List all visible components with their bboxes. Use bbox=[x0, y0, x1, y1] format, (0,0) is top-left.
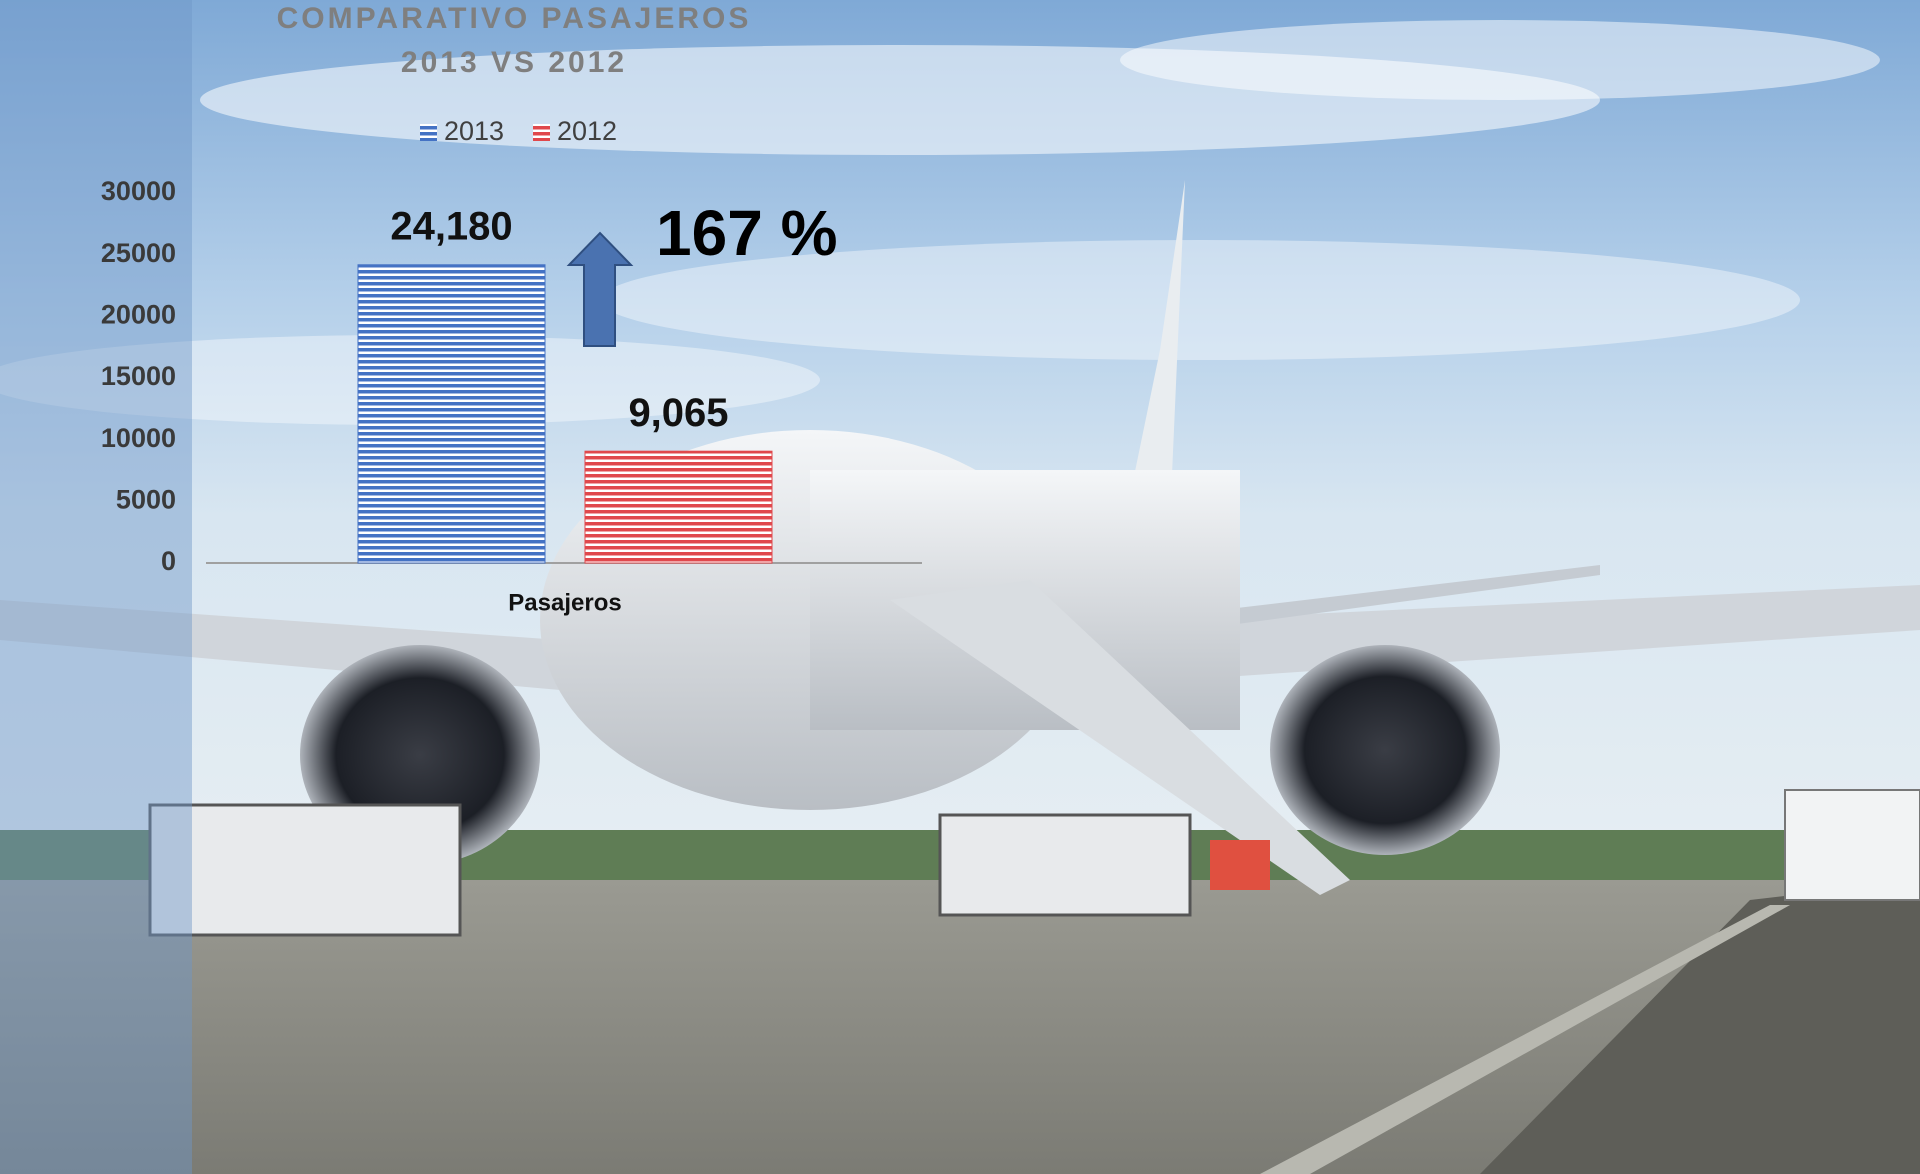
y-tick-label: 0 bbox=[161, 546, 176, 576]
bar bbox=[584, 450, 773, 564]
legend-swatch bbox=[420, 124, 437, 141]
y-tick-label: 20000 bbox=[101, 299, 176, 329]
y-tick-label: 5000 bbox=[116, 484, 176, 514]
legend-label: 2012 bbox=[557, 116, 617, 146]
chart-title: COMPARATIVO PASAJEROS bbox=[277, 2, 752, 35]
y-tick-label: 15000 bbox=[101, 361, 176, 391]
up-arrow bbox=[566, 231, 634, 347]
y-tick-label: 10000 bbox=[101, 423, 176, 453]
y-tick-label: 25000 bbox=[101, 238, 176, 268]
legend-swatch bbox=[533, 124, 550, 141]
y-tick-label: 30000 bbox=[101, 176, 176, 206]
annotation: 167 % bbox=[656, 197, 837, 269]
data-label: 9,065 bbox=[628, 391, 728, 435]
legend-label: 2013 bbox=[444, 116, 504, 146]
chart-subtitle: 2013 VS 2012 bbox=[401, 46, 627, 79]
bar bbox=[357, 264, 546, 564]
x-tick-label: Pasajeros bbox=[508, 589, 621, 616]
data-label: 24,180 bbox=[390, 204, 512, 248]
